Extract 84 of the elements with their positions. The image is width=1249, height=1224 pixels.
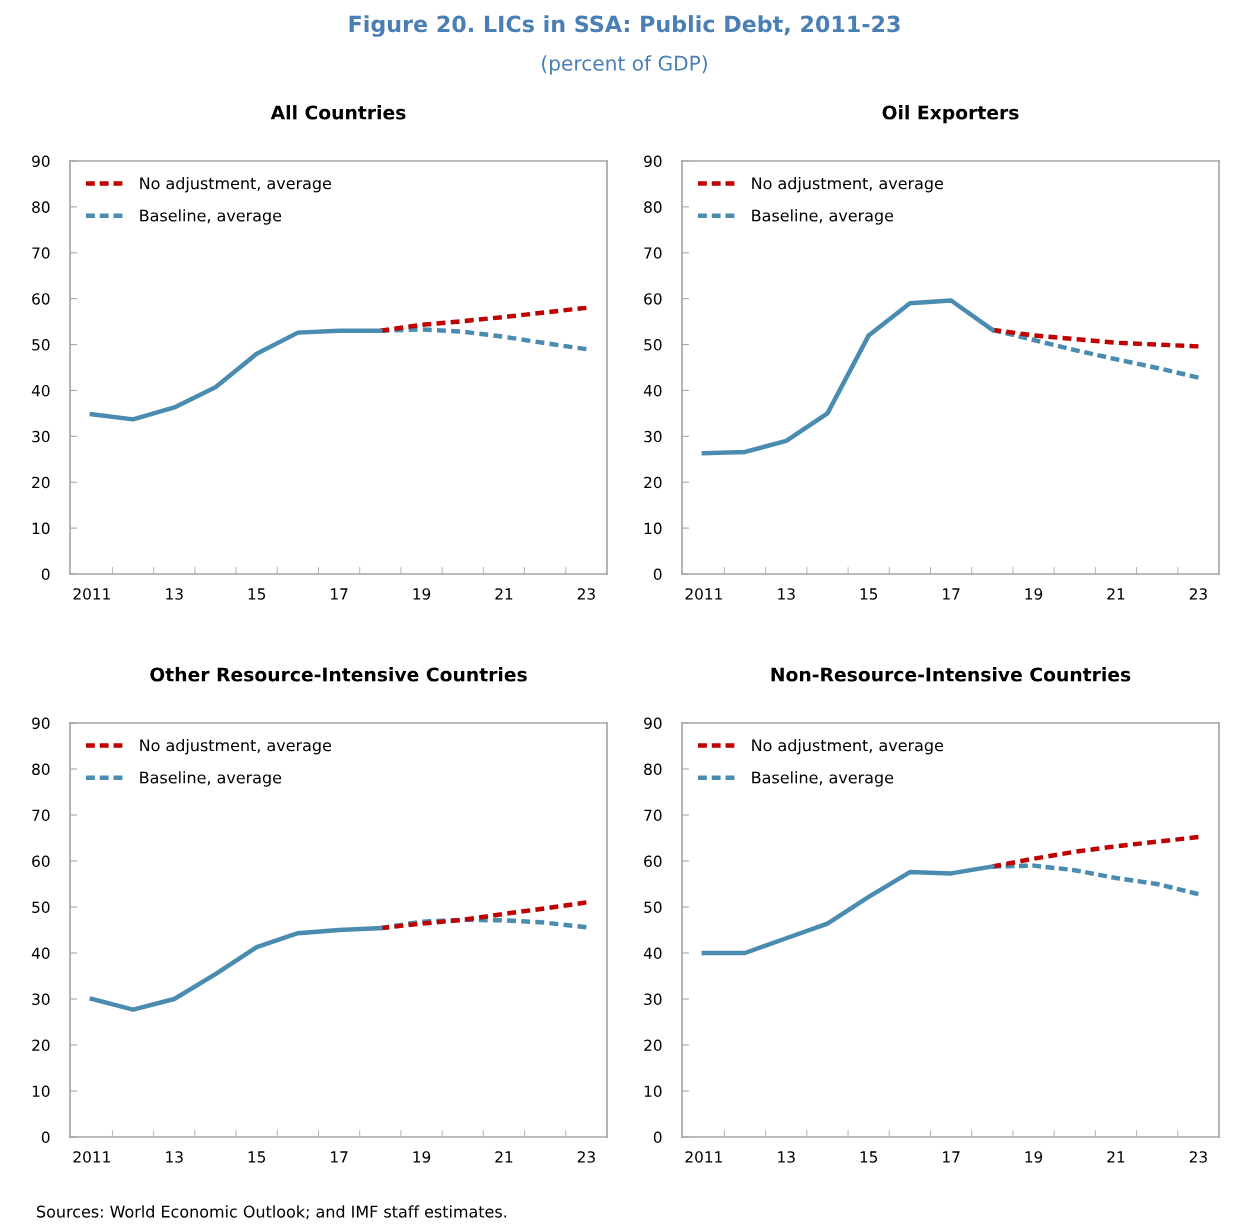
line-series [378,305,589,334]
y-tick-label: 10 [644,1085,662,1098]
x-tick-label: 2011 [685,588,722,600]
x-tick-label: 21 [495,1151,513,1163]
x-tick-label: 23 [1189,588,1207,600]
caption: Figure 20. LICs in SSA: Public Debt, 2011-23 [349,15,900,37]
legend-label: No adjustment, average [140,738,332,755]
x-tick-label: 13 [778,588,795,600]
x-tick-label: 2011 [685,1151,722,1163]
x-tick-label: 17 [331,588,348,600]
x-tick-label: 17 [331,1151,348,1163]
x-tick-label: 19 [1025,588,1043,600]
y-tick-label: 20 [644,1039,662,1052]
y-tick-label: 80 [32,763,50,776]
y-tick-label: 40 [643,947,662,960]
source-note: Sources: World Economic Outlook; and IMF staff estimates. [37,1205,507,1220]
y-tick-label: 20 [32,1039,50,1052]
y-tick-label: 60 [32,855,50,868]
legend-label: Baseline, average [140,209,282,225]
x-tick-label: 23 [577,588,595,600]
y-tick-label: 90 [32,717,50,730]
y-tick-label: 90 [644,717,662,730]
x-tick-label: 21 [1107,588,1125,600]
y-tick-label: 50 [644,901,662,914]
y-tick-label: 50 [644,339,662,351]
y-tick-label: 30 [32,430,50,443]
x-tick-label: 23 [577,1151,595,1163]
x-tick-label: 15 [860,588,878,600]
x-tick-label: 15 [248,588,266,600]
legend-label: No adjustment, average [752,176,944,193]
legend-label: Baseline, average [752,771,894,787]
y-tick-label: 30 [644,993,662,1006]
x-tick-label: 15 [860,1151,878,1163]
y-tick-label: 10 [644,522,662,535]
y-tick-label: 40 [643,384,662,397]
y-tick-label: 40 [31,947,50,960]
x-tick-label: 2011 [73,588,110,600]
y-tick-label: 50 [32,339,50,351]
y-tick-label: 60 [32,293,50,305]
y-tick-label: 0 [653,568,662,581]
x-tick-label: 2011 [73,1151,110,1163]
x-tick-label: 21 [1107,1151,1125,1163]
chart-title: Other Resource-Intensive Countries [150,667,527,682]
y-tick-label: 30 [32,993,50,1006]
y-tick-label: 0 [41,1131,50,1144]
y-tick-label: 70 [32,247,50,259]
legend-label: No adjustment, average [140,176,332,193]
y-tick-label: 80 [32,201,50,213]
y-tick-label: 30 [644,430,662,443]
x-tick-label: 19 [1025,1151,1043,1163]
y-tick-label: 80 [644,763,662,776]
x-tick-label: 21 [495,588,513,600]
x-tick-label: 15 [248,1151,266,1163]
x-tick-label: 13 [166,1151,183,1163]
y-tick-label: 10 [32,1085,50,1098]
x-tick-label: 19 [413,1151,431,1163]
y-tick-label: 90 [644,155,662,168]
y-tick-label: 70 [644,809,662,822]
chart-title: All Countries [270,105,406,120]
y-tick-label: 60 [644,855,662,868]
y-tick-label: 40 [31,384,50,397]
x-tick-label: 17 [943,588,960,600]
text: (percent of GDP) [542,55,707,75]
y-tick-label: 80 [644,201,662,213]
x-tick-label: 17 [943,1151,960,1163]
y-tick-label: 20 [644,476,662,489]
legend-label: Baseline, average [752,209,894,225]
x-tick-label: 13 [166,588,183,600]
x-tick-label: 23 [1189,1151,1207,1163]
legend-label: No adjustment, average [752,738,944,755]
y-tick-label: 70 [32,809,50,822]
legend-label: Baseline, average [140,771,282,787]
y-tick-label: 0 [653,1131,662,1144]
y-tick-label: 50 [32,901,50,914]
chart-title: Oil Exporters [882,105,1019,124]
y-tick-label: 60 [644,293,662,305]
x-tick-label: 19 [413,588,431,600]
y-tick-label: 20 [32,476,50,489]
y-tick-label: 0 [41,568,50,581]
x-tick-label: 13 [778,1151,795,1163]
y-tick-label: 70 [644,247,662,259]
y-tick-label: 90 [32,155,50,168]
y-tick-label: 10 [32,522,50,535]
chart-title: Non-Resource-Intensive Countries [771,667,1131,682]
